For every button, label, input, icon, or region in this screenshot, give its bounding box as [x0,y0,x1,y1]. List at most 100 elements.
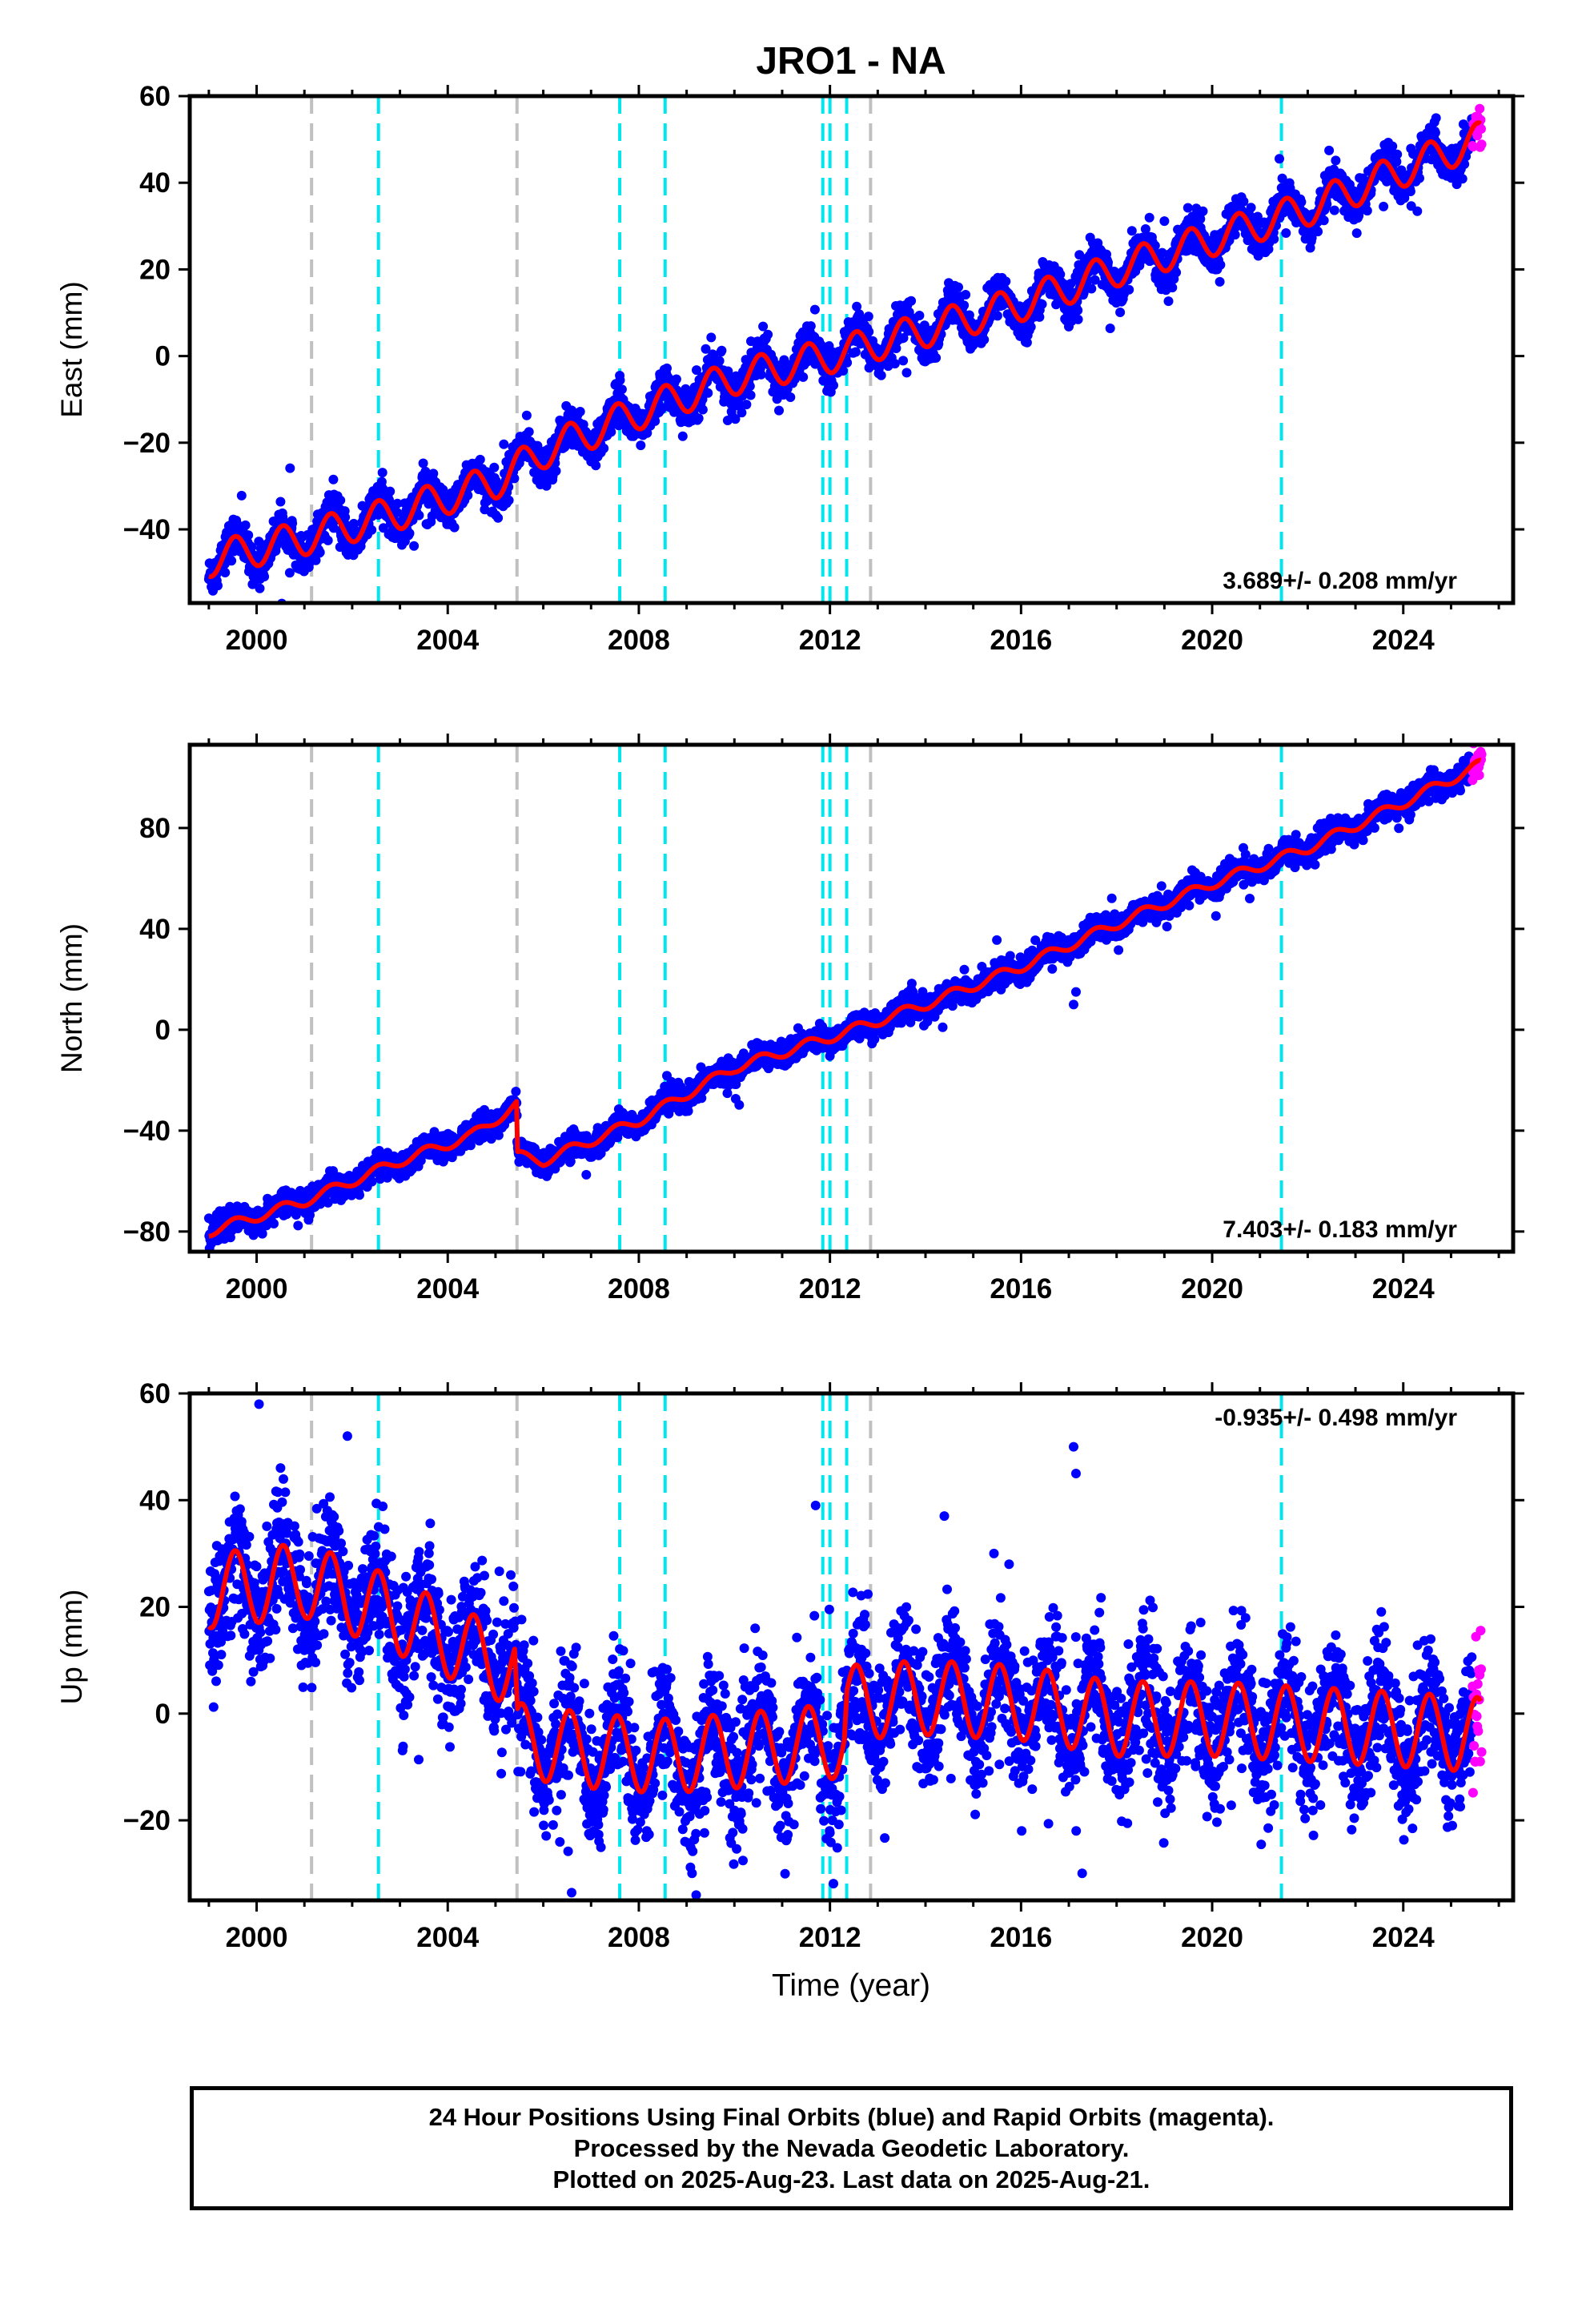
data-point [591,460,601,471]
rapid-point [1475,103,1485,114]
data-point [1073,314,1083,324]
data-point [1351,228,1362,239]
data-point [1313,227,1323,237]
data-point [311,555,321,565]
final-orbit-points [203,751,1478,1252]
data-point [285,463,295,473]
data-point [551,466,561,476]
x-tick-label: 2024 [1372,625,1435,656]
data-point [213,581,223,591]
data-point [798,372,809,382]
data-point [662,363,672,373]
data-point [475,454,485,464]
data-point [706,332,717,343]
data-point [901,368,912,378]
data-point [889,359,900,369]
x-tick-label: 2000 [226,625,288,656]
data-point [1073,305,1083,316]
data-point [378,523,388,533]
data-point [377,468,387,478]
data-point [240,520,251,530]
data-point [1126,226,1137,236]
data-point [1269,234,1279,244]
data-point [1230,230,1240,240]
data-point [1182,203,1193,213]
data-point [409,541,420,551]
data-point [636,440,646,451]
x-tick-label: 2004 [416,625,479,656]
data-point [616,384,627,395]
data-point [850,347,861,357]
data-point [463,490,473,501]
data-point [1163,296,1174,307]
data-point [1319,215,1329,226]
data-point [255,583,265,593]
data-point [785,392,796,402]
data-point [864,327,874,337]
y-tick-label: 20 [139,254,171,285]
data-point [489,462,500,472]
data-point [863,312,873,322]
data-point [493,513,504,523]
data-point [671,374,681,384]
data-point [906,296,917,306]
y-tick-label: −40 [123,514,171,545]
y-tick-label: 40 [139,167,171,199]
data-point [404,529,415,538]
y-tick-label: −20 [123,428,171,459]
panel-east: 2000 2004 2008 2012 2016 2020 2024−40−20020406… [55,81,1524,656]
data-point [1362,206,1372,216]
data-point [1239,196,1249,207]
data-point [1037,299,1047,309]
data-point [650,416,661,426]
data-point [335,495,346,505]
chart-panels: 2000 2004 2008 2012 2016 2020 2024−40−20020406… [55,81,1524,1953]
data-point [284,568,295,578]
data-point [954,282,963,292]
data-point [376,476,387,487]
data-point [323,535,333,545]
data-point [1001,276,1011,287]
data-point [499,439,509,449]
velocity-rate-label: 3.689+/- 0.208 mm/yr [1223,568,1457,594]
data-point [414,510,424,521]
data-point [1144,212,1154,223]
data-point [599,443,609,453]
data-point [1215,276,1225,287]
data-point [532,440,543,451]
data-point [287,518,298,529]
data-point [959,300,970,311]
data-point [385,486,396,497]
data-point [1329,205,1339,215]
data-point [876,370,886,380]
data-point [247,542,257,553]
data-point [1171,267,1182,278]
data-point [392,507,402,517]
data-point [1246,203,1256,213]
data-point [328,523,339,533]
rapid-point [1476,124,1486,134]
data-point [392,498,403,509]
data-point [763,329,773,340]
data-point [428,468,439,479]
data-point [615,375,625,385]
data-point [1086,283,1097,294]
data-point [1379,201,1389,211]
data-point [293,1220,303,1231]
data-point [979,335,990,345]
data-point [1159,216,1170,227]
plot-area [203,745,1487,1252]
data-point [717,345,727,356]
data-point [1215,259,1226,270]
data-point [418,458,428,468]
data-point [992,311,1002,321]
data-point [914,311,925,320]
data-point [420,466,431,476]
data-point [677,431,688,441]
data-point [1457,174,1468,184]
x-tick-label: 2008 [608,625,670,656]
data-point [1415,173,1424,183]
data-point [340,512,351,522]
data-point [1167,283,1178,293]
data-point [521,410,532,420]
